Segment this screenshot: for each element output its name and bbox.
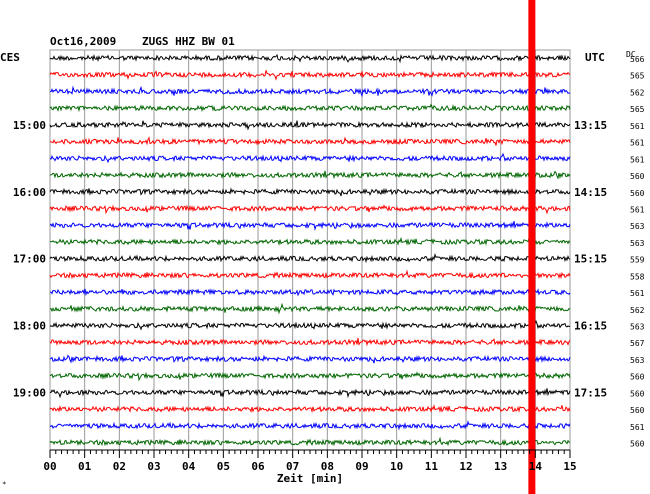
dc-offset-label: 563: [630, 356, 645, 365]
dc-offset-labels: 566 565 562 565 561 561 561 560 560 561 563 563 559 5…: [630, 55, 645, 449]
right-hour-label: 13:15: [574, 119, 607, 132]
dc-offset-label: 561: [630, 205, 645, 214]
trace-line: [49, 85, 571, 98]
dc-offset-label: 567: [630, 339, 645, 348]
right-hour-labels: 13:15 14:15 15:15 16:15 17:15: [574, 119, 607, 400]
trace-line: [49, 70, 571, 81]
x-tick-label: 14: [529, 460, 543, 473]
dc-offset-label: 560: [630, 172, 645, 181]
dc-offset-label: 559: [630, 256, 645, 265]
dc-offset-label: 563: [630, 323, 645, 332]
trace-line: [49, 236, 571, 247]
trace-line: [49, 403, 571, 414]
trace-line: [49, 302, 571, 315]
trace-line: [49, 337, 571, 347]
dc-offset-label: 560: [630, 373, 645, 382]
dc-offset-label: 563: [630, 222, 645, 231]
trace-line: [49, 120, 571, 131]
left-timezone-label: CES: [0, 51, 20, 64]
dc-offset-label: 558: [630, 272, 645, 281]
trace-line: [49, 221, 571, 232]
x-tick-label: 04: [182, 460, 196, 473]
trace-line: [49, 420, 571, 431]
seismic-traces: [49, 53, 571, 447]
x-tick-label: 15: [563, 460, 576, 473]
x-tick-label: 13: [494, 460, 507, 473]
left-hour-labels: 15:00 16:00 17:00 18:00 19:00: [13, 119, 46, 400]
trace-line: [49, 252, 571, 264]
trace-line: [49, 371, 571, 382]
dc-offset-label: 562: [630, 88, 645, 97]
corner-mark: ∗: [2, 479, 6, 487]
x-tick-label: 12: [459, 460, 472, 473]
x-tick-label: 11: [425, 460, 439, 473]
trace-line: [49, 354, 571, 364]
dc-offset-label: 560: [630, 389, 645, 398]
x-axis-title: Zeit [min]: [277, 472, 343, 485]
dc-offset-label: 560: [630, 406, 645, 415]
left-hour-label: 15:00: [13, 119, 46, 132]
trace-line: [49, 436, 571, 447]
x-tick-label: 03: [147, 460, 160, 473]
time-axis: 00 01 02 03 04 05 06 07 08 09 10 11 12 13 14 15: [43, 449, 577, 473]
left-hour-label: 16:00: [13, 186, 46, 199]
dc-offset-label: 561: [630, 423, 645, 432]
dc-offset-label: 562: [630, 306, 645, 315]
trace-line: [49, 103, 571, 113]
trace-line: [49, 269, 571, 280]
dc-offset-label: 561: [630, 289, 645, 298]
dc-offset-label: 561: [630, 155, 645, 164]
dc-offset-label: 563: [630, 239, 645, 248]
trace-line: [49, 204, 571, 215]
x-tick-label: 02: [113, 460, 126, 473]
trace-line: [49, 319, 570, 331]
trace-line: [49, 388, 571, 399]
dc-offset-label: 560: [630, 440, 645, 449]
trace-line: [49, 152, 571, 164]
dc-offset-label: 565: [630, 105, 645, 114]
dc-header-label: DC: [626, 50, 636, 59]
dc-offset-label: 561: [630, 139, 645, 148]
x-tick-label: 08: [321, 460, 334, 473]
left-hour-label: 18:00: [13, 320, 46, 333]
trace-line: [49, 53, 571, 64]
x-tick-label: 07: [286, 460, 299, 473]
event-marker-bar: [528, 0, 536, 494]
date-label: Oct16,2009: [50, 35, 116, 48]
dc-offset-label: 565: [630, 72, 645, 81]
trace-line: [49, 187, 571, 197]
right-hour-label: 17:15: [574, 386, 607, 399]
station-label: ZUGS HHZ BW 01: [142, 35, 235, 48]
x-tick-label: 09: [355, 460, 368, 473]
dc-offset-label: 561: [630, 122, 645, 131]
trace-line: [49, 170, 571, 180]
x-tick-label: 06: [251, 460, 265, 473]
x-tick-label: 05: [217, 460, 230, 473]
x-tick-label: 01: [78, 460, 92, 473]
grid-lines: [49, 49, 571, 451]
dc-offset-label: 566: [630, 55, 645, 64]
right-hour-label: 14:15: [574, 186, 607, 199]
left-hour-label: 19:00: [13, 386, 46, 399]
x-tick-label: 10: [390, 460, 403, 473]
right-timezone-label: UTC: [585, 51, 605, 64]
right-hour-label: 15:15: [574, 253, 607, 266]
x-tick-label: 00: [43, 460, 56, 473]
dc-offset-label: 560: [630, 189, 645, 198]
left-hour-label: 17:00: [13, 253, 46, 266]
trace-line: [49, 136, 571, 146]
trace-line: [50, 288, 571, 297]
right-hour-label: 16:15: [574, 320, 607, 333]
event-marker: [528, 0, 536, 494]
